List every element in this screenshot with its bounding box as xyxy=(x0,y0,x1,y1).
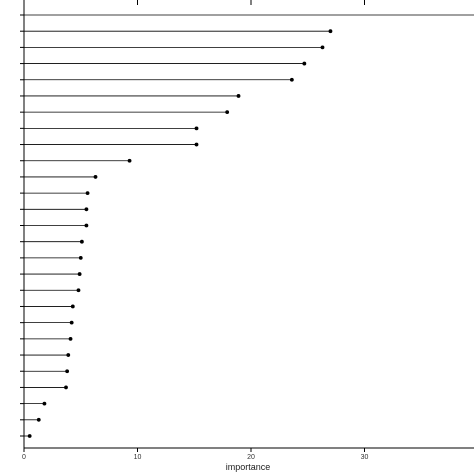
x-tick-label-0: 0 xyxy=(22,454,26,461)
lollipop-points xyxy=(27,29,333,438)
lollipop-point-6 xyxy=(236,94,241,98)
lollipop-point-26 xyxy=(36,417,41,422)
lollipop-point-16 xyxy=(78,255,83,260)
lollipop-point-25 xyxy=(42,401,47,406)
lollipop-point-2 xyxy=(328,29,333,34)
lollipop-stems xyxy=(24,14,474,437)
lollipop-point-9 xyxy=(194,142,199,147)
x-tick-label-20: 20 xyxy=(247,454,255,461)
lollipop-point-27 xyxy=(27,434,32,438)
axis-labels: importance xyxy=(226,462,271,472)
lollipop-point-10 xyxy=(127,158,132,163)
x-tick-label-10: 10 xyxy=(134,454,142,461)
lollipop-point-4 xyxy=(302,61,307,66)
x-axis-ticks: 0 10 20 30 xyxy=(22,0,368,461)
lollipop-point-14 xyxy=(84,223,89,228)
x-axis-title: importance xyxy=(226,462,271,472)
lollipop-point-5 xyxy=(289,77,294,82)
lollipop-point-17 xyxy=(77,272,82,276)
lollipop-point-7 xyxy=(225,110,230,115)
lollipop-point-15 xyxy=(79,239,84,244)
lollipop-point-21 xyxy=(68,336,73,341)
x-tick-label-30: 30 xyxy=(361,454,369,461)
plot-frame xyxy=(23,0,474,449)
lollipop-point-20 xyxy=(69,320,74,325)
lollipop-point-3 xyxy=(320,45,325,50)
lollipop-point-19 xyxy=(70,304,75,309)
lollipop-point-18 xyxy=(76,288,81,293)
lollipop-point-11 xyxy=(93,175,98,179)
lollipop-point-8 xyxy=(194,126,199,131)
y-axis-ticks xyxy=(20,14,24,437)
lollipop-point-23 xyxy=(65,369,70,374)
lollipop-point-24 xyxy=(64,385,68,390)
lollipop-point-12 xyxy=(85,191,90,196)
lollipop-point-22 xyxy=(66,353,71,357)
lollipop-point-13 xyxy=(84,207,89,212)
